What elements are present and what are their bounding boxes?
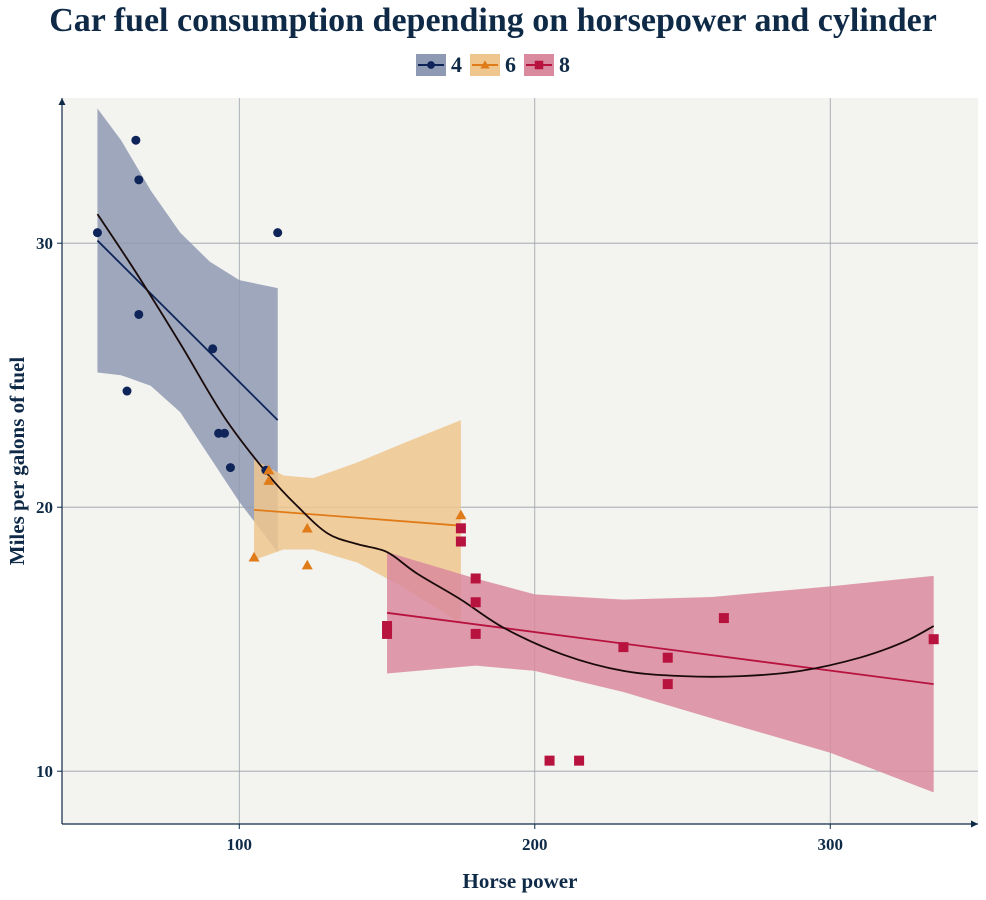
- point-layer: [92, 135, 939, 766]
- legend-key-8: [524, 54, 554, 76]
- x-tick-label: 200: [522, 835, 548, 854]
- x-tick-label: 100: [227, 835, 253, 854]
- y-axis-title: Miles per galons of fuel: [5, 357, 29, 566]
- confidence-ribbon-8: [387, 552, 934, 793]
- x-axis-title: Horse power: [463, 869, 578, 893]
- data-point-cyl-6: [301, 522, 313, 533]
- legend-label: 4: [451, 52, 462, 77]
- data-point-cyl-4: [134, 175, 144, 185]
- data-point-cyl-8: [382, 628, 393, 639]
- legend-item-6: 6: [470, 52, 516, 78]
- y-tick-label: 20: [36, 498, 53, 517]
- data-point-cyl-8: [618, 642, 629, 653]
- data-point-cyl-8: [928, 634, 939, 645]
- data-point-cyl-6: [455, 509, 467, 520]
- grid-layer: [62, 98, 978, 824]
- axis-layer: 100 200 300 10 20 30: [36, 98, 978, 854]
- data-point-cyl-8: [382, 621, 393, 631]
- data-point-cyl-4: [134, 309, 144, 319]
- fit-line-8: [386, 611, 934, 685]
- data-point-cyl-4: [220, 428, 230, 438]
- legend-marker: [534, 60, 544, 70]
- y-axis-arrow: [58, 98, 66, 105]
- data-point-cyl-8: [718, 613, 729, 624]
- y-tick-label: 10: [36, 762, 53, 781]
- legend-label: 6: [505, 52, 516, 77]
- data-point-cyl-8: [470, 597, 481, 608]
- data-point-cyl-6: [248, 551, 260, 562]
- legend-key-6: [470, 54, 500, 76]
- data-point-cyl-4: [122, 386, 132, 396]
- data-point-cyl-4: [208, 344, 218, 354]
- data-point-cyl-8: [662, 679, 673, 690]
- overall-smooth-line: [96, 213, 935, 678]
- fit-line-4: [96, 239, 279, 421]
- data-point-cyl-8: [662, 652, 673, 663]
- data-point-cyl-6: [263, 475, 275, 485]
- data-point-cyl-8: [455, 536, 466, 547]
- fit-line-6: [253, 508, 461, 527]
- data-point-cyl-4: [273, 228, 283, 238]
- data-point-cyl-8: [455, 523, 466, 534]
- data-point-cyl-4: [92, 228, 102, 238]
- x-axis-arrow: [971, 820, 978, 828]
- legend-item-8: 8: [524, 52, 570, 78]
- fit-layer: [96, 213, 935, 685]
- legend-item-4: 4: [416, 52, 462, 78]
- data-point-cyl-4: [225, 463, 235, 473]
- legend-marker: [480, 60, 490, 69]
- data-point-cyl-8: [574, 755, 585, 766]
- data-point-cyl-6: [263, 464, 275, 475]
- legend-marker: [427, 61, 435, 69]
- data-point-cyl-4: [131, 135, 141, 145]
- data-point-cyl-6: [301, 559, 313, 570]
- y-tick-label: 30: [36, 234, 53, 253]
- data-point-cyl-8: [544, 755, 555, 766]
- x-tick-label: 300: [818, 835, 844, 854]
- data-point-cyl-8: [470, 628, 481, 639]
- chart-title: Car fuel consumption depending on horsep…: [49, 2, 937, 39]
- legend-key-4: [416, 54, 446, 76]
- legend: 4 6 8: [0, 52, 986, 82]
- legend-label: 8: [559, 52, 570, 77]
- data-point-cyl-8: [470, 573, 481, 584]
